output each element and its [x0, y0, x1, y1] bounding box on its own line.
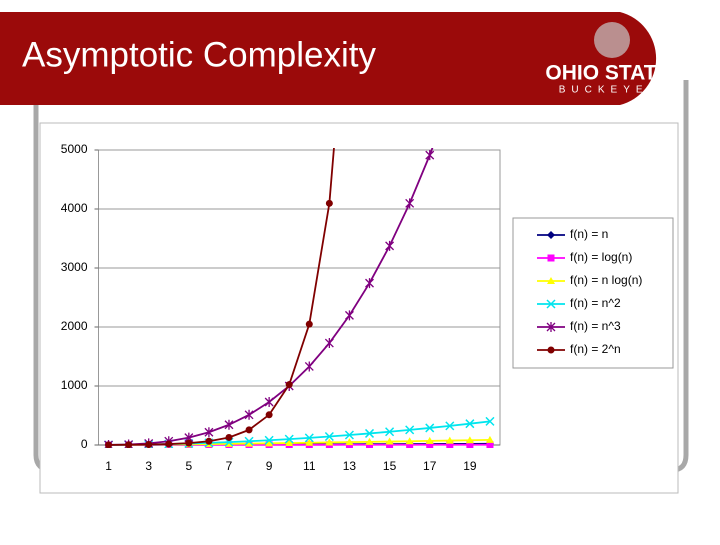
- y-tick-label: 5000: [61, 142, 88, 156]
- legend-label: f(n) = 2^n: [570, 342, 621, 356]
- logo-subtitle: BUCKEYES: [559, 85, 661, 96]
- marker: [286, 381, 293, 388]
- legend-label: f(n) = n^2: [570, 296, 621, 310]
- marker: [548, 347, 555, 354]
- x-tick-label: 7: [226, 459, 233, 473]
- x-tick-label: 9: [266, 459, 273, 473]
- legend-label: f(n) = n: [570, 227, 608, 241]
- marker: [185, 440, 192, 447]
- legend-label: f(n) = log(n): [570, 250, 632, 264]
- marker: [205, 438, 212, 445]
- y-tick-label: 3000: [61, 260, 88, 274]
- marker: [306, 321, 313, 328]
- marker: [266, 411, 273, 418]
- plot-area: [99, 150, 501, 445]
- marker: [246, 426, 253, 433]
- legend-label: f(n) = n log(n): [570, 273, 642, 287]
- marker: [105, 441, 112, 448]
- y-tick-label: 4000: [61, 201, 88, 215]
- marker: [326, 200, 333, 207]
- legend-label: f(n) = n^3: [570, 319, 621, 333]
- x-tick-label: 5: [185, 459, 192, 473]
- x-tick-label: 19: [463, 459, 477, 473]
- x-tick-label: 17: [423, 459, 437, 473]
- y-tick-label: 0: [81, 437, 88, 451]
- x-tick-label: 11: [303, 459, 316, 473]
- logo-title: OHIO STATE: [545, 62, 670, 85]
- marker: [125, 441, 132, 448]
- y-tick-label: 1000: [61, 378, 88, 392]
- x-tick-label: 3: [145, 459, 152, 473]
- slide-title: Asymptotic Complexity: [22, 35, 376, 74]
- x-tick-label: 15: [383, 459, 397, 473]
- logo-mascot: [594, 22, 630, 58]
- y-tick-label: 2000: [61, 319, 88, 333]
- marker: [145, 441, 152, 448]
- x-tick-label: 13: [343, 459, 357, 473]
- x-tick-label: 1: [105, 459, 112, 473]
- marker: [165, 441, 172, 448]
- marker: [225, 434, 232, 441]
- marker: [548, 255, 555, 262]
